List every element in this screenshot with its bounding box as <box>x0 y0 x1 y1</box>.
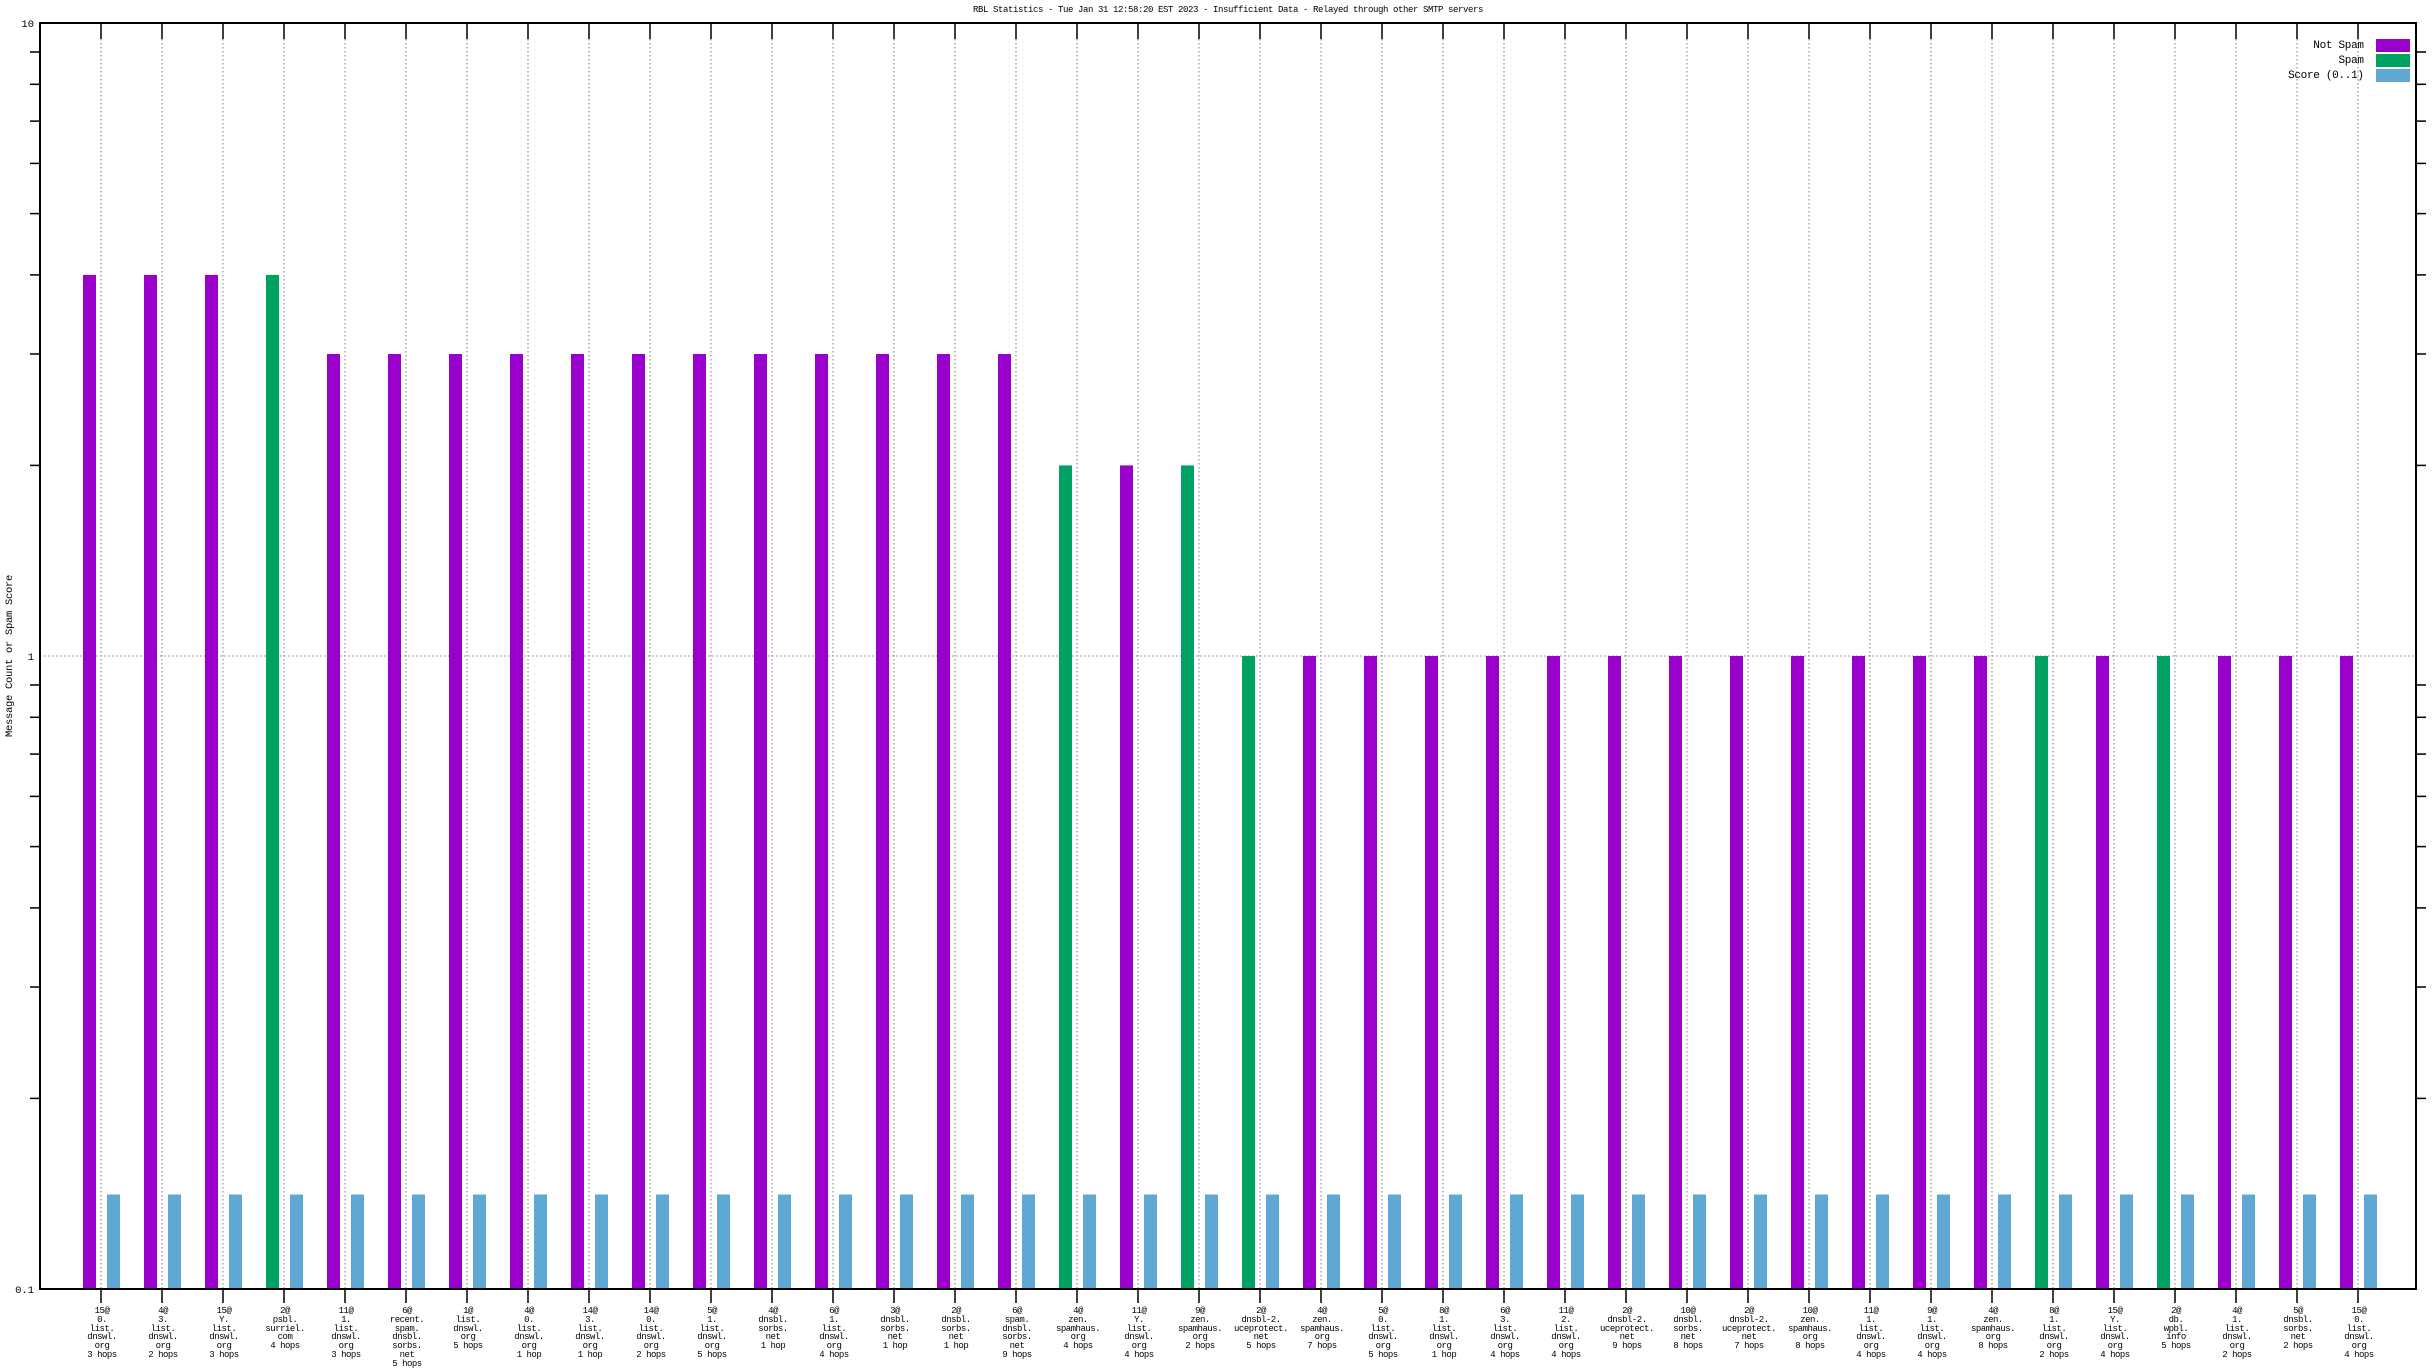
svg-text:0.1: 0.1 <box>15 1285 34 1297</box>
svg-text:1: 1 <box>28 652 34 664</box>
svg-text:10: 10 <box>21 19 34 31</box>
